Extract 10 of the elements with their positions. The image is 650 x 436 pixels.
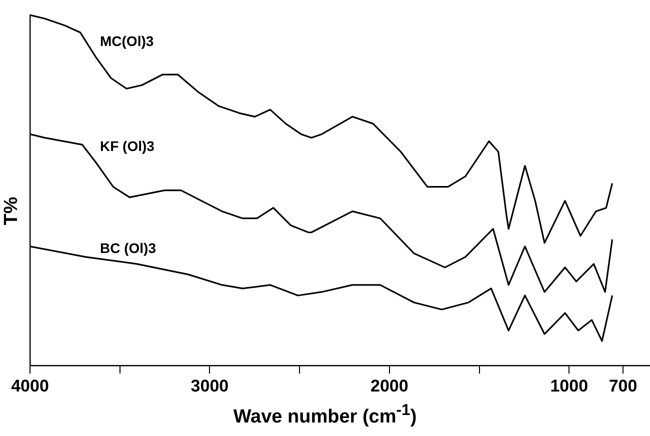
x-tick-label: 3000	[190, 376, 229, 396]
y-axis-title: T%	[1, 196, 23, 228]
series-label: KF (Ol)3	[100, 138, 155, 154]
x-tick-label: 1000	[550, 376, 588, 396]
series-label: MC(Ol)3	[100, 32, 154, 49]
series-label: BC (Ol)3	[100, 240, 156, 256]
x-tick-label: 700	[608, 376, 638, 396]
x-tick-label: 4000	[11, 376, 49, 396]
x-axis-title: Wave number (cm$^{-1}$)	[232, 402, 418, 428]
x-tick-label: 2000	[370, 376, 408, 396]
